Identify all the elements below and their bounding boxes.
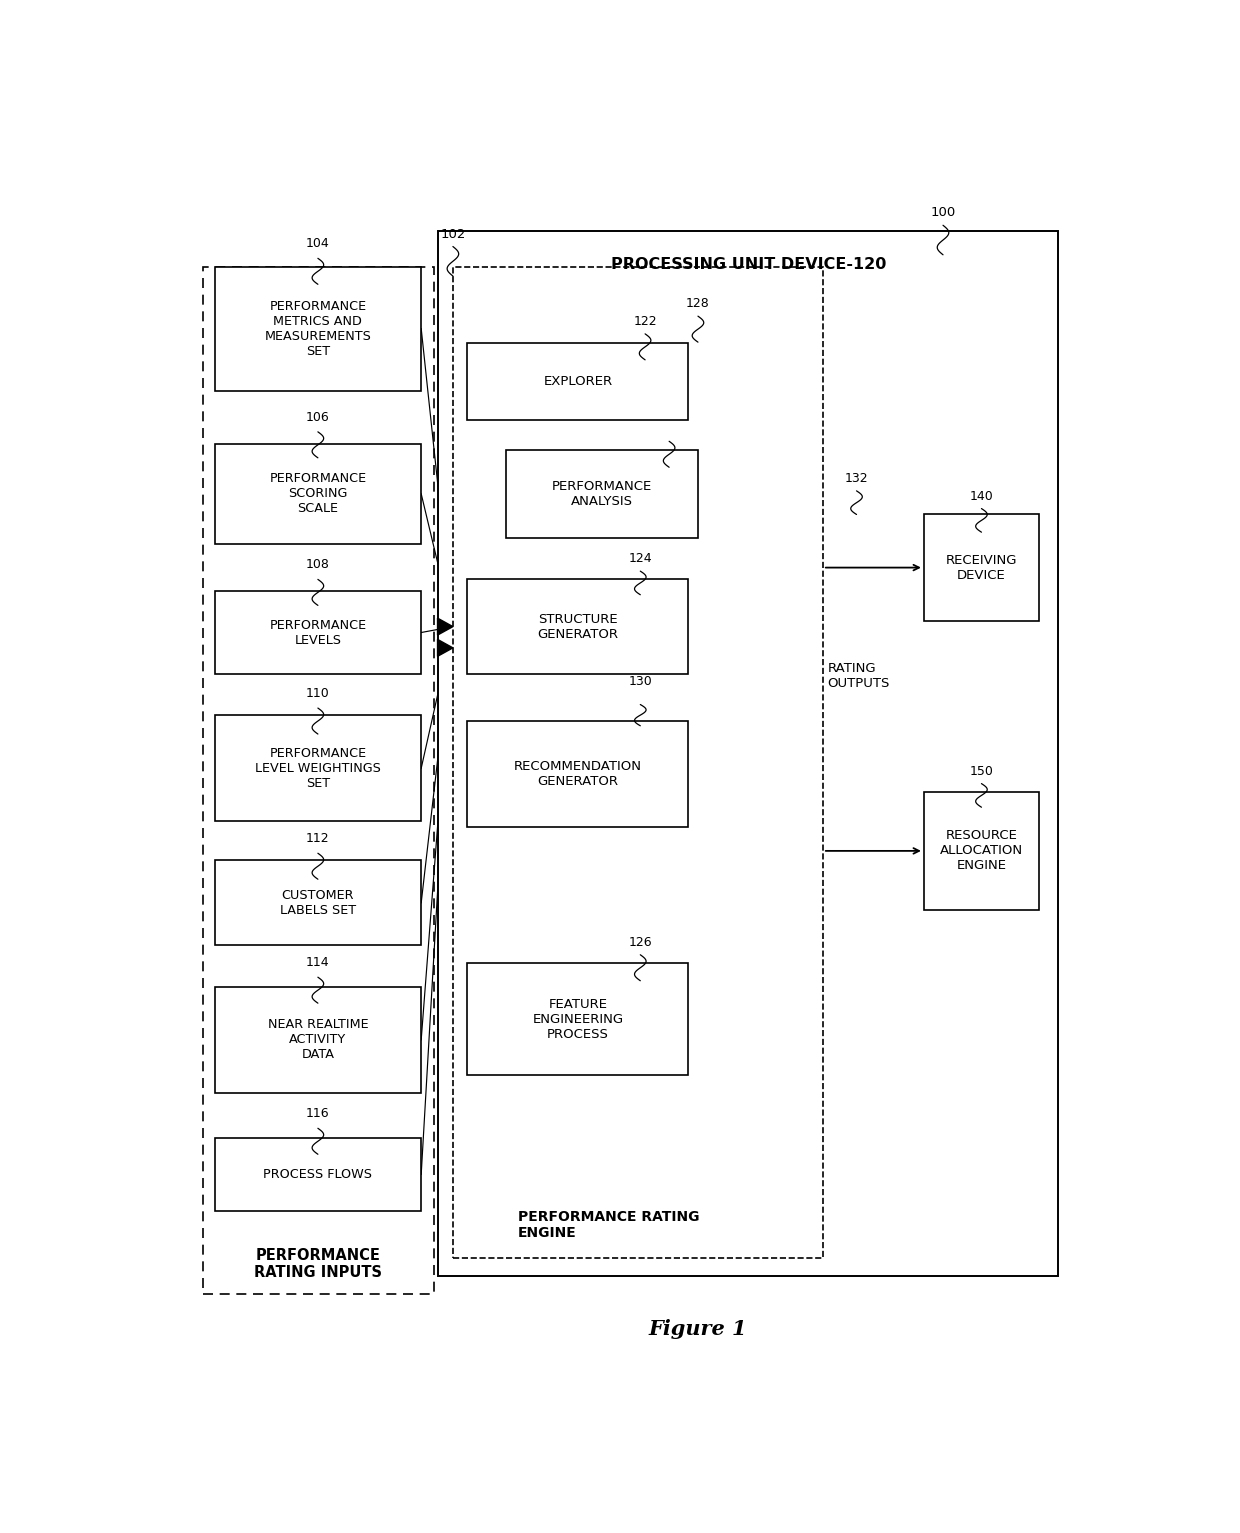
- Text: RECEIVING
DEVICE: RECEIVING DEVICE: [946, 553, 1017, 581]
- Text: 114: 114: [306, 957, 330, 969]
- FancyBboxPatch shape: [924, 515, 1039, 621]
- Text: 108: 108: [306, 558, 330, 572]
- Text: 104: 104: [306, 238, 330, 250]
- Text: 140: 140: [970, 489, 993, 503]
- Text: PERFORMANCE
LEVELS: PERFORMANCE LEVELS: [269, 618, 367, 647]
- FancyBboxPatch shape: [215, 1137, 422, 1211]
- Text: PERFORMANCE
ANALYSIS: PERFORMANCE ANALYSIS: [552, 480, 652, 507]
- Text: Figure 1: Figure 1: [649, 1318, 748, 1338]
- Text: PROCESSING UNIT DEVICE-120: PROCESSING UNIT DEVICE-120: [611, 256, 887, 271]
- Polygon shape: [438, 639, 453, 656]
- Text: PERFORMANCE
SCORING
SCALE: PERFORMANCE SCORING SCALE: [269, 472, 367, 515]
- FancyBboxPatch shape: [506, 449, 698, 538]
- FancyBboxPatch shape: [924, 793, 1039, 911]
- Text: 116: 116: [306, 1107, 330, 1121]
- Text: STRUCTURE
GENERATOR: STRUCTURE GENERATOR: [537, 613, 619, 641]
- FancyBboxPatch shape: [467, 721, 688, 828]
- Text: 128: 128: [686, 297, 709, 310]
- FancyBboxPatch shape: [453, 267, 823, 1259]
- Text: 100: 100: [930, 207, 956, 219]
- Text: PROCESS FLOWS: PROCESS FLOWS: [263, 1168, 372, 1180]
- Text: FEATURE
ENGINEERING
PROCESS: FEATURE ENGINEERING PROCESS: [532, 998, 624, 1041]
- FancyBboxPatch shape: [467, 579, 688, 675]
- Text: NEAR REALTIME
ACTIVITY
DATA: NEAR REALTIME ACTIVITY DATA: [268, 1018, 368, 1061]
- Text: PERFORMANCE
RATING INPUTS: PERFORMANCE RATING INPUTS: [254, 1248, 382, 1280]
- Text: PERFORMANCE RATING
ENGINE: PERFORMANCE RATING ENGINE: [517, 1210, 699, 1240]
- Text: 124: 124: [629, 552, 652, 566]
- Text: CUSTOMER
LABELS SET: CUSTOMER LABELS SET: [280, 889, 356, 917]
- Text: RESOURCE
ALLOCATION
ENGINE: RESOURCE ALLOCATION ENGINE: [940, 829, 1023, 872]
- Text: RECOMMENDATION
GENERATOR: RECOMMENDATION GENERATOR: [513, 760, 642, 788]
- Text: EXPLORER: EXPLORER: [543, 376, 613, 388]
- FancyBboxPatch shape: [215, 267, 422, 391]
- Polygon shape: [438, 618, 453, 635]
- FancyBboxPatch shape: [215, 592, 422, 675]
- Text: PERFORMANCE
METRICS AND
MEASUREMENTS
SET: PERFORMANCE METRICS AND MEASUREMENTS SET: [264, 299, 371, 357]
- FancyBboxPatch shape: [215, 443, 422, 544]
- FancyBboxPatch shape: [215, 860, 422, 946]
- Text: PERFORMANCE
LEVEL WEIGHTINGS
SET: PERFORMANCE LEVEL WEIGHTINGS SET: [255, 747, 381, 789]
- Text: 112: 112: [306, 832, 330, 845]
- FancyBboxPatch shape: [467, 343, 688, 420]
- FancyBboxPatch shape: [439, 231, 1058, 1275]
- Text: 110: 110: [306, 687, 330, 699]
- Text: 122: 122: [634, 314, 657, 328]
- Text: 130: 130: [629, 675, 652, 688]
- Text: 126: 126: [629, 935, 652, 949]
- FancyBboxPatch shape: [215, 987, 422, 1093]
- FancyBboxPatch shape: [467, 963, 688, 1075]
- Text: 102: 102: [440, 227, 465, 241]
- Text: 132: 132: [844, 472, 868, 484]
- Text: RATING
OUTPUTS: RATING OUTPUTS: [828, 662, 890, 690]
- Text: 150: 150: [970, 765, 993, 777]
- FancyBboxPatch shape: [215, 714, 422, 822]
- Text: 106: 106: [306, 411, 330, 423]
